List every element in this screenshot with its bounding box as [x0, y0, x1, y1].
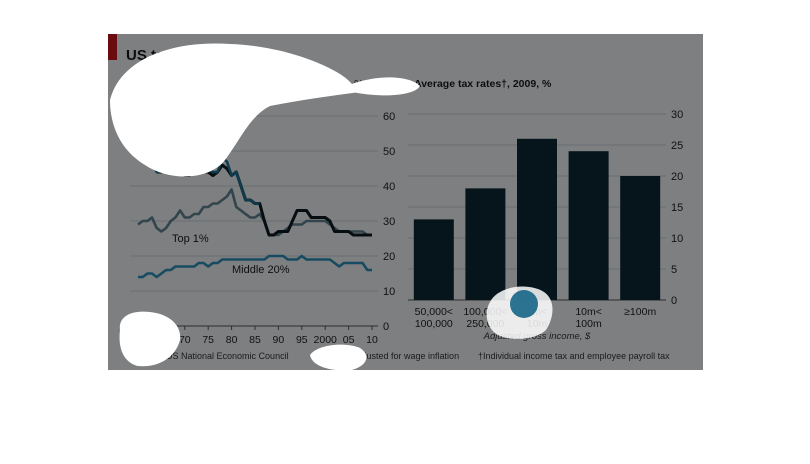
bar	[568, 151, 609, 300]
line-series-top-0-1-	[138, 142, 260, 205]
line-chart-x-tick-label: 65	[156, 334, 168, 346]
line-chart-y-tick-label: 50	[383, 146, 395, 158]
bar-chart-y-tick-label: 30	[671, 109, 683, 121]
bar	[465, 188, 506, 300]
line-chart-x-tick-label: 2000	[314, 334, 338, 346]
line-chart-x-tick-label: 75	[202, 334, 214, 346]
line-chart-y-tick-label: 60	[383, 111, 395, 123]
line-series-overall	[156, 163, 372, 237]
line-chart-y-tick-label: 20	[383, 251, 395, 263]
bar	[413, 219, 454, 300]
line-series-label: Top 1%	[172, 233, 209, 245]
bar-category-label: 10m< 100m	[575, 306, 602, 330]
bar-chart-y-tick-label: 15	[671, 202, 683, 214]
line-series-label: Middle 20%	[232, 264, 290, 276]
line-chart-x-tick-label: 70	[179, 334, 191, 346]
line-chart-x-tick-label: 90	[273, 334, 285, 346]
line-chart-x-tick-label: 80	[226, 334, 238, 346]
line-series-top-1-	[137, 188, 372, 237]
line-chart-x-tick-label: 10	[366, 334, 378, 346]
footnote-payroll-tax: †Individual income tax and employee payr…	[478, 351, 670, 361]
line-chart-y-tick-label: 30	[383, 216, 395, 228]
bar-chart-y-tick-label: 5	[671, 264, 677, 276]
bar-category-label: ≥100m	[624, 306, 656, 318]
bar-category-label: 100,000< 250,000	[463, 306, 507, 330]
bar-chart-y-tick-label: 0	[671, 295, 677, 307]
bar	[620, 176, 661, 300]
line-chart-y-tick-label: 0	[383, 321, 389, 333]
bar-category-label: 1m< 10m	[527, 306, 548, 330]
line-chart-x-tick-label: 05	[343, 334, 355, 346]
line-chart-x-tick-label: 95	[296, 334, 308, 346]
bar-chart-y-tick-label: 25	[671, 140, 683, 152]
bar-chart-title: Average tax rates†, 2009, %	[414, 78, 552, 90]
line-chart-x-tick-label: 85	[249, 334, 261, 346]
bar-chart-y-tick-label: 20	[671, 171, 683, 183]
line-series-middle-20-	[138, 254, 372, 279]
source-note: Sources: US National Economic Council	[128, 351, 289, 361]
line-series-label: Top 0.1%	[156, 130, 202, 142]
line-chart-y-tick-label: 40	[383, 181, 395, 193]
footnote-wage-inflation: *Adjusted for wage inflation	[350, 351, 460, 361]
line-chart-x-tick-label: 1960	[126, 334, 150, 346]
bar-chart-x-axis-label: Adjusted gross income, $	[483, 331, 591, 342]
line-chart-y-tick-label: 10	[383, 286, 395, 298]
bar-category-label: 50,000< 100,000	[415, 306, 453, 330]
bar-chart-y-tick-label: 10	[671, 233, 683, 245]
bar	[517, 138, 557, 300]
